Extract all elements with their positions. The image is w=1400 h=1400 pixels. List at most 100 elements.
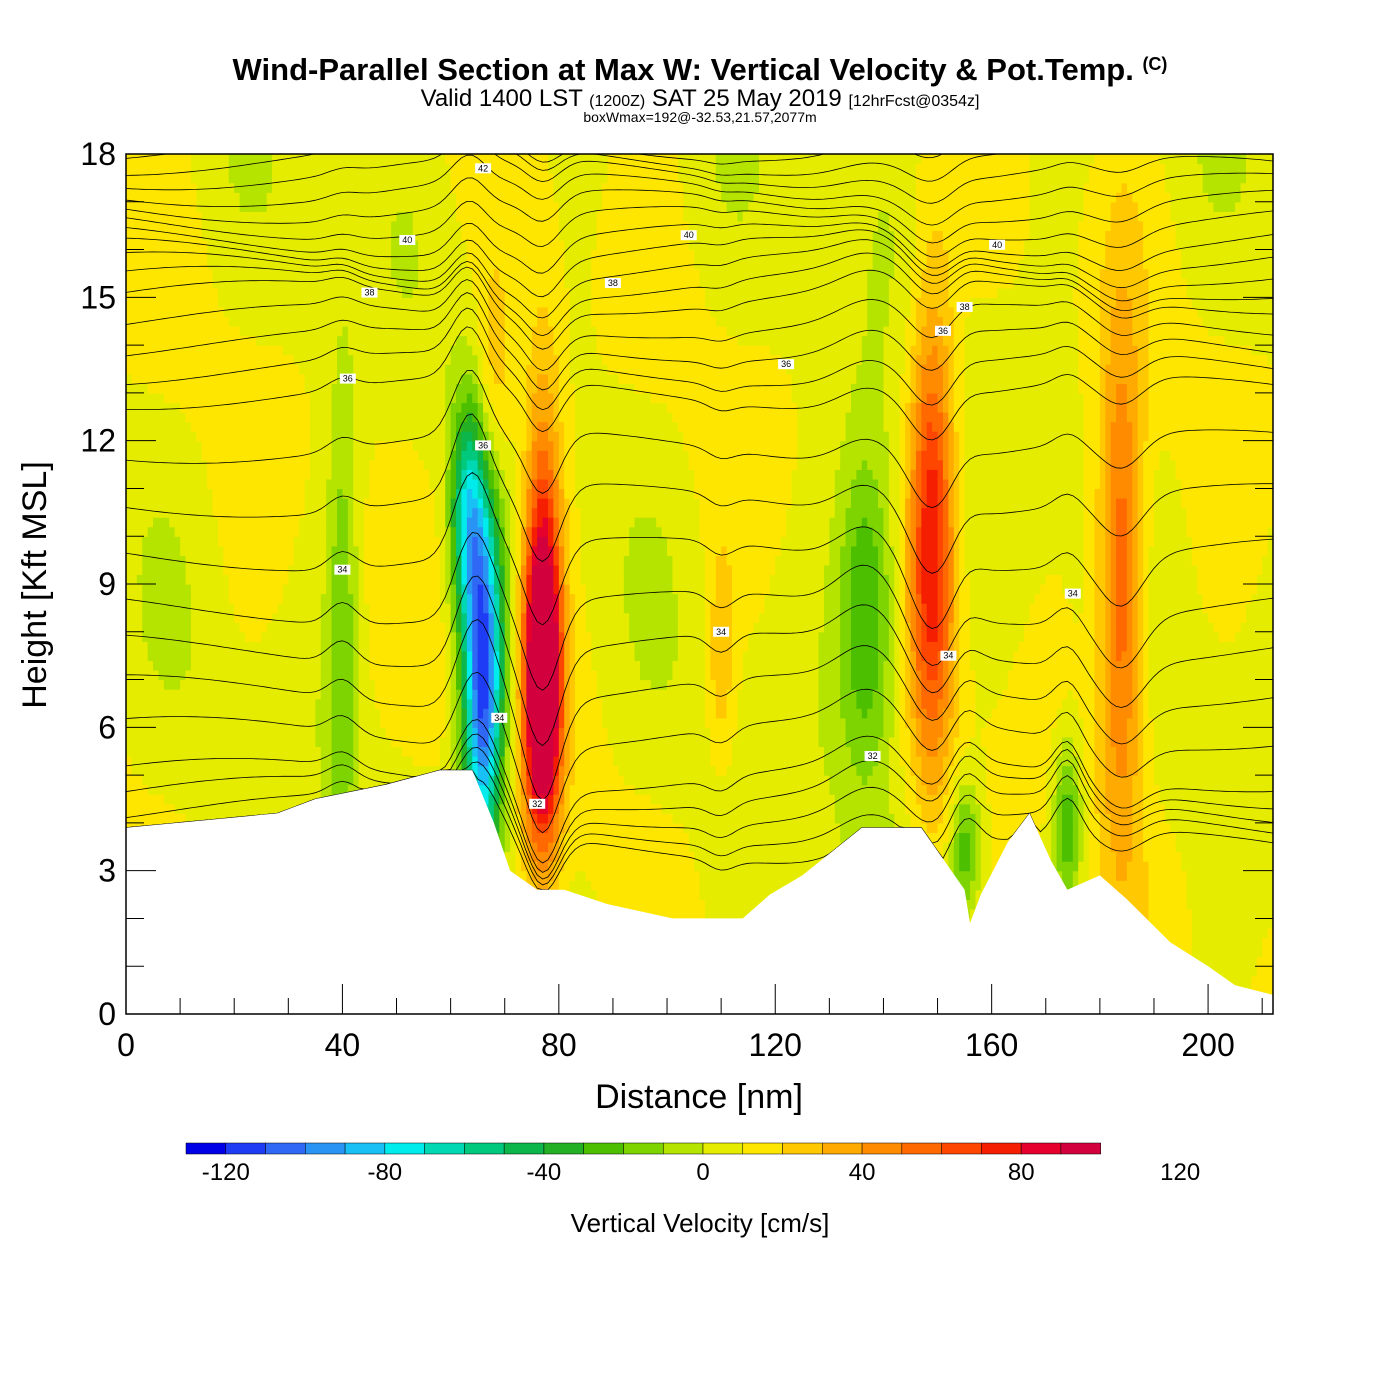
w-field-cell <box>266 392 273 404</box>
w-field-cell <box>190 689 197 700</box>
w-field-cell <box>309 478 316 490</box>
w-field-cell <box>364 526 371 537</box>
w-field-cell <box>245 564 252 576</box>
w-field-cell <box>142 306 149 318</box>
w-field-cell <box>212 507 219 518</box>
w-field-cell <box>217 192 224 203</box>
w-field-cell <box>288 431 295 442</box>
w-field-cell <box>212 345 219 356</box>
w-field-cell <box>293 412 300 423</box>
w-field-cell <box>412 306 419 318</box>
w-field-cell <box>153 660 160 671</box>
w-field-cell <box>153 364 160 375</box>
w-field-cell <box>412 173 419 184</box>
w-field-cell <box>288 584 295 595</box>
w-field-cell <box>142 173 149 184</box>
w-field-cell <box>147 727 154 738</box>
w-field-cell <box>380 182 387 193</box>
w-field-cell <box>331 402 338 413</box>
w-field-cell <box>277 259 284 270</box>
w-field-cell <box>353 478 360 490</box>
w-field-cell <box>315 431 322 442</box>
w-field-cell <box>385 154 392 155</box>
w-field-cell <box>326 278 333 289</box>
w-field-cell <box>293 440 300 451</box>
w-field-cell <box>277 163 284 174</box>
w-field-cell <box>337 555 344 566</box>
w-field-cell <box>326 650 333 662</box>
w-field-cell <box>250 564 257 576</box>
w-field-cell <box>299 240 306 251</box>
w-field-cell <box>245 756 252 767</box>
w-field-cell <box>153 268 160 279</box>
w-field-cell <box>315 230 322 241</box>
w-field-cell <box>196 431 203 442</box>
w-field-cell <box>217 622 224 633</box>
w-field-cell <box>396 154 403 165</box>
w-field-cell <box>185 593 192 604</box>
w-field-cell <box>369 335 376 346</box>
w-field-cell <box>212 278 219 289</box>
w-field-cell <box>342 498 349 509</box>
w-field-cell <box>126 650 133 662</box>
w-field-cell <box>358 459 365 470</box>
w-field-cell <box>331 192 338 203</box>
w-field-cell <box>126 392 133 404</box>
w-field-cell <box>374 354 381 365</box>
w-field-cell <box>147 478 154 490</box>
w-field-cell <box>136 517 143 528</box>
w-field-cell <box>207 354 214 365</box>
w-field-cell <box>272 182 279 193</box>
w-field-cell <box>185 240 192 251</box>
w-field-cell <box>418 412 425 423</box>
w-field-cell <box>255 450 262 461</box>
w-field-cell <box>385 574 392 585</box>
w-field-cell <box>158 335 165 346</box>
w-field-cell <box>207 345 214 356</box>
w-field-cell <box>401 507 408 518</box>
w-field-cell <box>234 364 241 375</box>
w-field-cell <box>277 240 284 251</box>
w-field-cell <box>174 746 181 757</box>
w-field-cell <box>385 154 392 165</box>
w-field-cell <box>407 383 414 394</box>
w-field-cell <box>239 507 246 518</box>
w-field-cell <box>169 498 176 509</box>
w-field-cell <box>353 431 360 442</box>
w-field-cell <box>277 297 284 308</box>
w-field-cell <box>266 670 273 681</box>
w-field-cell <box>201 631 208 642</box>
w-field-cell <box>331 670 338 681</box>
w-field-cell <box>304 593 311 604</box>
w-field-cell <box>309 631 316 642</box>
w-field-cell <box>153 641 160 652</box>
w-field-cell <box>245 784 252 795</box>
w-field-cell <box>407 708 414 719</box>
w-field-cell <box>407 612 414 623</box>
w-field-cell <box>374 679 381 690</box>
w-field-cell <box>337 268 344 279</box>
w-field-cell <box>326 182 333 193</box>
w-field-cell <box>169 775 176 786</box>
w-field-cell <box>277 431 284 442</box>
w-field-cell <box>374 622 381 633</box>
w-field-cell <box>299 765 306 776</box>
w-field-cell <box>261 450 268 461</box>
w-field-cell <box>277 316 284 327</box>
w-field-cell <box>320 765 327 776</box>
w-field-cell <box>364 765 371 776</box>
w-field-cell <box>369 173 376 184</box>
w-field-cell <box>147 173 154 184</box>
w-field-cell <box>245 163 252 174</box>
w-field-cell <box>131 564 138 576</box>
w-field-cell <box>255 192 262 203</box>
w-field-cell <box>380 306 387 318</box>
w-field-cell <box>369 641 376 652</box>
w-field-cell <box>396 698 403 709</box>
w-field-cell <box>418 306 425 318</box>
w-field-cell <box>412 278 419 289</box>
w-field-cell <box>158 679 165 690</box>
w-field-cell <box>136 555 143 566</box>
w-field-cell <box>217 698 224 709</box>
w-field-cell <box>337 641 344 652</box>
